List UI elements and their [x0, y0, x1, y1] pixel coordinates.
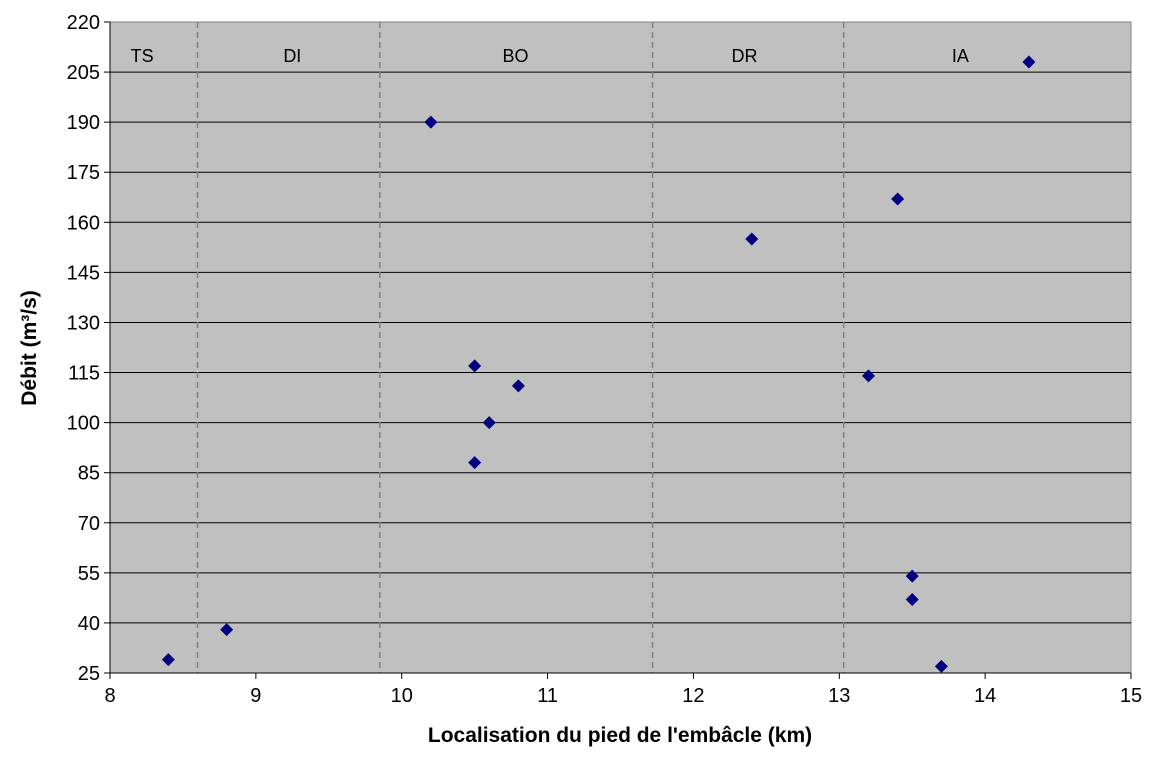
data-point	[905, 593, 919, 607]
data-point	[468, 456, 482, 470]
data-point	[1022, 55, 1036, 69]
zone-label: DI	[283, 46, 301, 66]
y-tick-label: 115	[68, 363, 100, 385]
plot-area	[109, 21, 1132, 674]
y-tick-label: 130	[67, 312, 100, 334]
data-point	[468, 359, 482, 373]
y-tick-label: 190	[67, 112, 100, 134]
data-points	[161, 55, 1036, 673]
x-tick-label: 10	[391, 685, 413, 707]
x-axis-title: Localisation du pied de l'embâcle (km)	[428, 724, 812, 747]
y-axis-ticks: 25 40 55 70 85 100 115 130 145 160 175 190 205 220	[67, 12, 111, 685]
x-tick-label: 13	[828, 685, 850, 707]
x-tick-label: 14	[974, 685, 996, 707]
y-tick-label: 25	[78, 663, 100, 685]
y-tick-label: 175	[67, 162, 100, 184]
zone-dividers: TS DI BO DR IA	[131, 22, 969, 673]
y-tick-label: 40	[78, 613, 100, 635]
gridlines	[110, 71, 1131, 624]
data-point	[424, 115, 438, 129]
data-point	[745, 232, 759, 246]
y-tick-label: 55	[78, 563, 100, 585]
y-axis-title: Débit (m³/s)	[18, 290, 41, 406]
x-tick-label: 12	[682, 685, 704, 707]
zone-label: BO	[502, 46, 528, 66]
x-tick-label: 11	[537, 685, 558, 707]
zone-label: DR	[731, 46, 757, 66]
x-tick-label: 9	[250, 685, 261, 707]
x-tick-label: 8	[104, 685, 115, 707]
y-tick-label: 205	[67, 62, 100, 84]
zone-label: IA	[952, 46, 969, 66]
y-tick-label: 70	[78, 513, 100, 535]
data-point	[861, 369, 875, 383]
data-point	[934, 659, 948, 673]
data-point	[482, 416, 496, 430]
data-point	[511, 379, 525, 393]
x-axis-ticks: 8 9 10 11 12 13 14 15	[104, 672, 1142, 707]
y-tick-label: 85	[78, 463, 100, 485]
zone-label: TS	[131, 46, 154, 66]
y-tick-label: 145	[67, 262, 100, 284]
x-tick-label: 15	[1120, 685, 1142, 707]
data-point	[891, 192, 905, 206]
y-tick-label: 100	[67, 413, 100, 435]
y-tick-label: 160	[67, 212, 100, 234]
data-point	[161, 653, 175, 667]
data-point	[220, 623, 234, 637]
data-point	[905, 569, 919, 583]
y-tick-label: 220	[67, 12, 100, 34]
